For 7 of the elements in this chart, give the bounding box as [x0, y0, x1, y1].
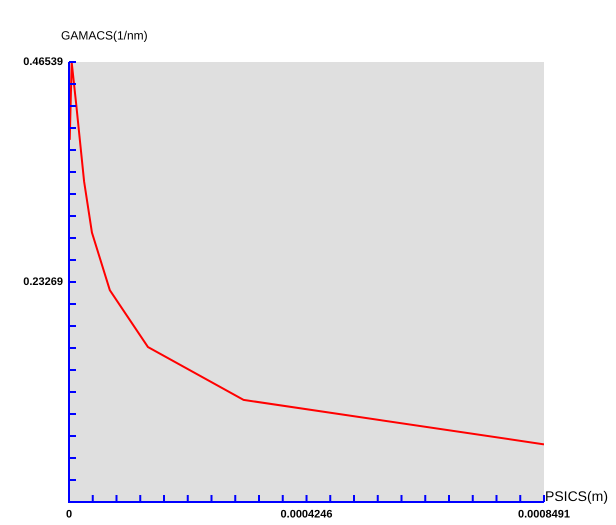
x-tick-label: 0.0004246: [280, 508, 333, 521]
y-tick-label: 0.46539: [23, 56, 63, 68]
x-tick-label: 0: [66, 508, 72, 521]
y-tick-label: 0.23269: [23, 276, 63, 288]
x-axis-title: PSICS(m): [545, 488, 608, 504]
y-axis-title: GAMACS(1/nm): [61, 28, 148, 42]
x-tick-label: 0.0008491: [518, 508, 570, 521]
